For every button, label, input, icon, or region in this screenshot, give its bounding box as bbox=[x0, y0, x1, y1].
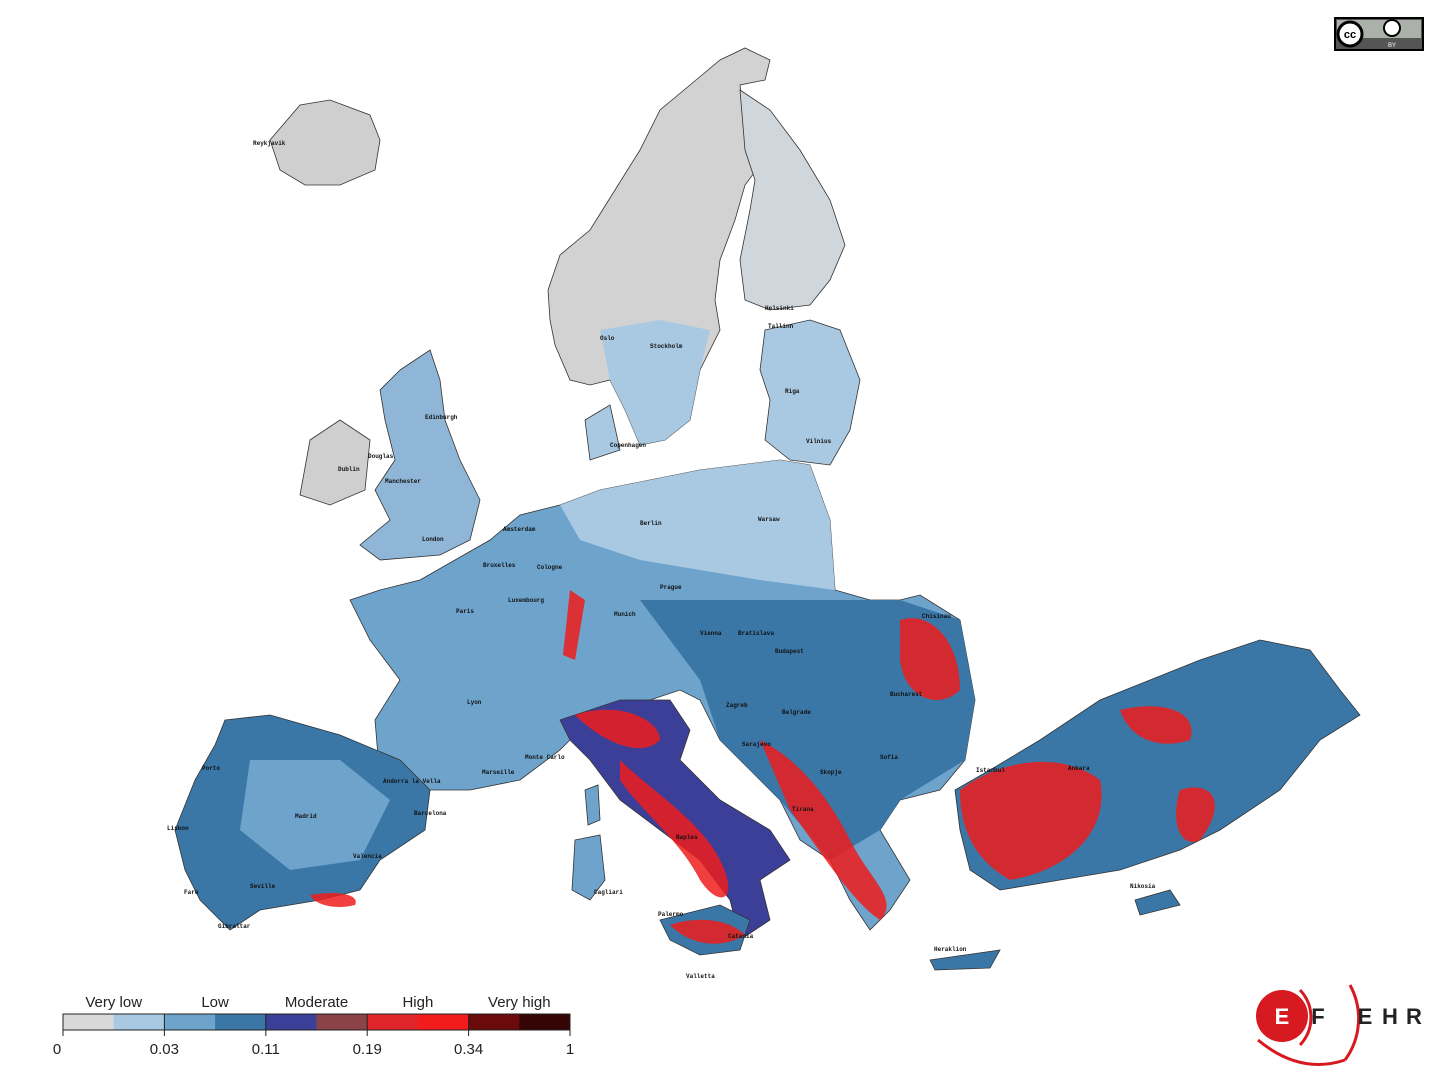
logo-letter: E bbox=[1275, 1004, 1290, 1029]
city-label: Andorra la Vella bbox=[383, 778, 441, 785]
legend-swatch bbox=[316, 1014, 368, 1030]
city-label: Sofia bbox=[880, 754, 898, 761]
license-badge: cc BY bbox=[1334, 17, 1424, 51]
city-label: Prague bbox=[660, 584, 682, 591]
legend-tick-label: 1 bbox=[566, 1041, 574, 1058]
city-label: Belgrade bbox=[782, 709, 811, 716]
legend-class-label: Very high bbox=[488, 994, 551, 1011]
legend-class-label: Very low bbox=[85, 994, 142, 1011]
high-hazard-zones bbox=[310, 590, 1215, 944]
logo-arc bbox=[1343, 984, 1361, 1061]
license-label: BY bbox=[1388, 43, 1396, 49]
city-label: Faro bbox=[184, 889, 199, 896]
legend-swatch bbox=[164, 1014, 216, 1030]
city-label: Douglas bbox=[368, 453, 394, 460]
city-label: Seville bbox=[250, 883, 276, 890]
city-label: Berlin bbox=[640, 520, 662, 527]
city-label: Lyon bbox=[467, 699, 482, 706]
city-label: Tallinn bbox=[768, 323, 794, 330]
city-label: Chisinau bbox=[922, 613, 951, 620]
legend-swatch bbox=[417, 1014, 470, 1030]
city-label: Valencia bbox=[353, 853, 382, 860]
city-label: Vienna bbox=[700, 630, 722, 637]
legend-tick-label: 0.03 bbox=[150, 1041, 179, 1058]
city-label: Heraklion bbox=[934, 946, 967, 953]
legend-swatch bbox=[215, 1014, 267, 1030]
cc-icon: cc bbox=[1344, 29, 1356, 41]
city-label: Reykjavik bbox=[253, 140, 286, 147]
city-label: Cologne bbox=[537, 564, 563, 571]
by-icon bbox=[1383, 19, 1401, 37]
city-label: Ankara bbox=[1068, 765, 1090, 772]
legend-swatch bbox=[519, 1014, 571, 1030]
legend-tick-label: 0.34 bbox=[454, 1041, 483, 1058]
city-label: Marseille bbox=[482, 769, 515, 776]
logo-letter: F bbox=[1311, 1004, 1324, 1029]
city-label: Madrid bbox=[295, 813, 317, 820]
legend-tick-label: 0.19 bbox=[353, 1041, 382, 1058]
legend-class-label: Moderate bbox=[285, 994, 348, 1011]
city-label: Naples bbox=[676, 834, 698, 841]
city-label: Valletta bbox=[686, 973, 715, 980]
city-label: Helsinki bbox=[765, 305, 794, 312]
city-label: Dublin bbox=[338, 466, 360, 473]
city-label: Nikosia bbox=[1130, 883, 1156, 890]
city-labels: Reykjavik Helsinki Tallinn Oslo Stockhol… bbox=[167, 140, 1156, 980]
legend-swatch bbox=[63, 1014, 115, 1030]
legend-class-label: Low bbox=[201, 994, 229, 1011]
legend-swatch bbox=[468, 1014, 520, 1030]
legend-tick-label: 0.11 bbox=[252, 1041, 280, 1058]
city-label: Bucharest bbox=[890, 691, 923, 698]
logo-letter: E bbox=[1358, 1004, 1373, 1029]
city-label: Edinburgh bbox=[425, 414, 458, 421]
city-label: Monte Carlo bbox=[525, 754, 565, 761]
city-label: Skopje bbox=[820, 769, 842, 776]
city-label: Porto bbox=[202, 765, 220, 772]
cc-circle bbox=[1336, 20, 1364, 48]
city-label: Sarajevo bbox=[742, 741, 771, 748]
city-label: Copenhagen bbox=[610, 442, 646, 449]
city-label: Gibraltar bbox=[218, 923, 251, 930]
city-label: Bruxelles bbox=[483, 562, 516, 569]
city-label: Vilnius bbox=[806, 438, 832, 445]
city-label: Bratislava bbox=[738, 630, 774, 637]
legend-swatch bbox=[113, 1014, 165, 1030]
logo-disc bbox=[1256, 990, 1308, 1042]
city-label: Riga bbox=[785, 388, 800, 395]
legend-tick-label: 0 bbox=[53, 1041, 61, 1058]
city-label: Budapest bbox=[775, 648, 804, 655]
city-label: Luxembourg bbox=[508, 597, 544, 604]
city-label: Palermo bbox=[658, 911, 684, 918]
city-label: Munich bbox=[614, 611, 636, 618]
logo-letter: R bbox=[1406, 1004, 1422, 1029]
city-label: Stockholm bbox=[650, 343, 683, 350]
city-label: Manchester bbox=[385, 478, 421, 485]
legend-swatch bbox=[265, 1014, 317, 1030]
city-label: Cagliari bbox=[594, 889, 623, 896]
city-label: Oslo bbox=[600, 335, 615, 342]
city-label: Amsterdam bbox=[503, 526, 536, 533]
city-label: Lisbon bbox=[167, 825, 189, 832]
logo-arc bbox=[1257, 1038, 1346, 1066]
legend: 0 0.03 0.11 0.19 0.34 1 Very low Low Moderate Hig… bbox=[53, 994, 574, 1058]
city-label: Istanbul bbox=[976, 767, 1005, 774]
logo-arc bbox=[1298, 988, 1313, 1047]
legend-class-label: High bbox=[402, 994, 433, 1011]
city-label: Tirana bbox=[792, 806, 814, 813]
logo-letter: H bbox=[1382, 1004, 1398, 1029]
city-label: Zagreb bbox=[726, 702, 748, 709]
city-label: Catania bbox=[728, 933, 754, 940]
city-label: London bbox=[422, 536, 444, 543]
city-label: Barcelona bbox=[414, 810, 447, 817]
city-label: Warsaw bbox=[758, 516, 780, 523]
city-label: Paris bbox=[456, 608, 474, 615]
legend-swatch bbox=[367, 1014, 419, 1030]
